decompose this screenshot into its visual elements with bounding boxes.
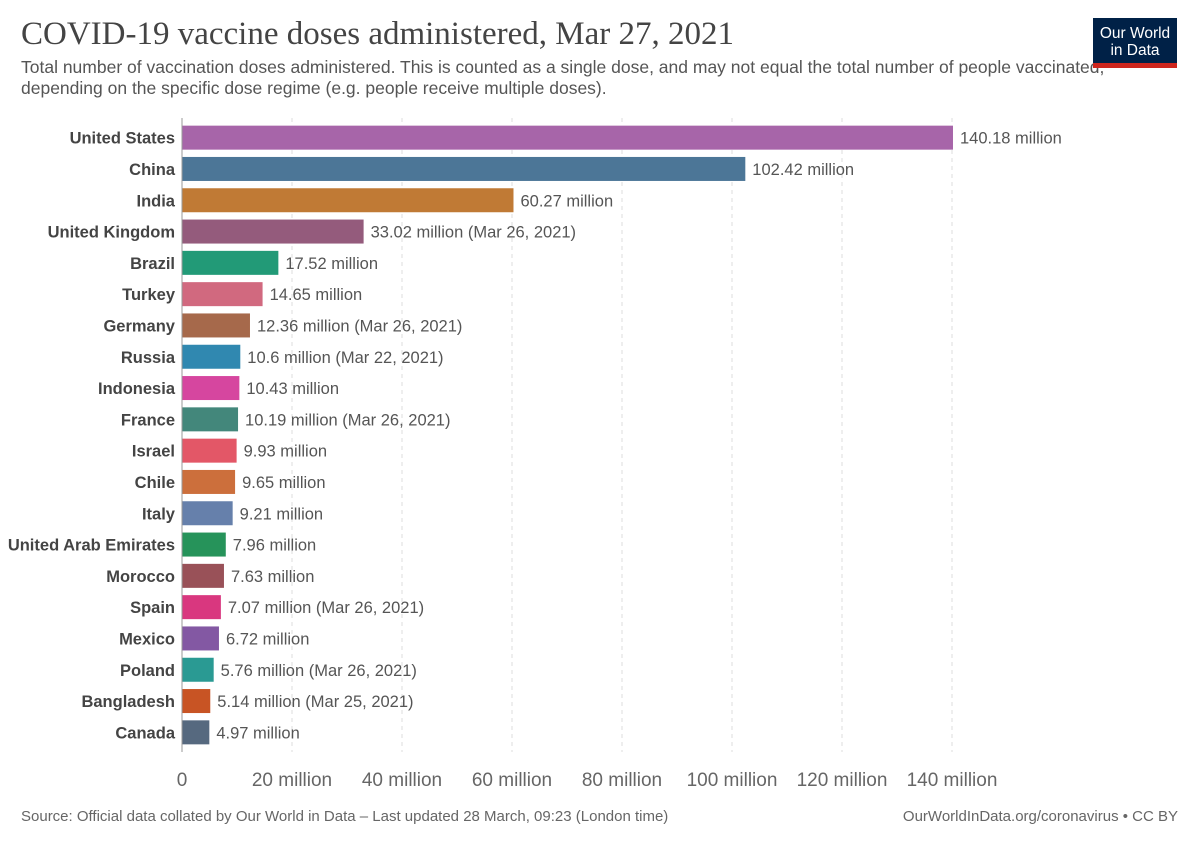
category-label: Turkey (122, 286, 176, 304)
bar[interactable] (182, 469, 236, 494)
category-label: United Arab Emirates (8, 537, 175, 555)
bar[interactable] (182, 626, 219, 651)
category-label: Canada (115, 724, 175, 742)
bar[interactable] (182, 125, 953, 150)
bar[interactable] (182, 250, 279, 275)
logo-line-2: in Data (1110, 42, 1160, 59)
bar[interactable] (182, 188, 514, 213)
value-label: 10.6 million (Mar 22, 2021) (247, 349, 443, 367)
category-label: China (129, 161, 176, 179)
value-label: 9.65 million (242, 474, 325, 492)
bar[interactable] (182, 657, 214, 682)
x-tick-label: 100 million (687, 770, 778, 790)
bar[interactable] (182, 282, 263, 307)
x-tick-label: 60 million (472, 770, 552, 790)
x-tick-label: 0 (177, 770, 188, 790)
bar[interactable] (182, 689, 211, 714)
value-label: 7.63 million (231, 568, 314, 586)
category-label: United Kingdom (48, 224, 175, 242)
bar[interactable] (182, 563, 224, 588)
category-label: Russia (121, 349, 176, 367)
category-label: Germany (103, 317, 175, 335)
category-label: Brazil (130, 255, 175, 273)
x-tick-label: 80 million (582, 770, 662, 790)
category-label: India (136, 192, 175, 210)
bar[interactable] (182, 438, 237, 463)
chart-subtitle: Total number of vaccination doses admini… (21, 57, 1105, 98)
value-label: 5.14 million (Mar 25, 2021) (217, 693, 413, 711)
bar[interactable] (182, 376, 240, 401)
bar-chart: United States 140.18 million China 102.42 m… (8, 118, 1062, 790)
value-label: 12.36 million (Mar 26, 2021) (257, 317, 462, 335)
category-label: United States (70, 130, 175, 148)
value-label: 4.97 million (216, 724, 299, 742)
value-label: 5.76 million (Mar 26, 2021) (221, 662, 417, 680)
bar[interactable] (182, 501, 233, 526)
value-label: 140.18 million (960, 130, 1062, 148)
category-label: Poland (120, 662, 175, 680)
value-label: 33.02 million (Mar 26, 2021) (371, 224, 576, 242)
category-label: Indonesia (98, 380, 176, 398)
category-label: Israel (132, 443, 175, 461)
value-label: 10.19 million (Mar 26, 2021) (245, 411, 450, 429)
credit-link[interactable]: OurWorldInData.org/coronavirus • CC BY (902, 808, 1178, 825)
bar[interactable] (182, 720, 210, 745)
category-label: Chile (135, 474, 175, 492)
x-tick-label: 40 million (362, 770, 442, 790)
value-label: 14.65 million (270, 286, 363, 304)
bar[interactable] (182, 532, 226, 557)
category-label: Mexico (119, 630, 175, 648)
value-label: 60.27 million (520, 192, 613, 210)
bar[interactable] (182, 595, 221, 620)
value-label: 9.93 million (244, 443, 327, 461)
value-label: 9.21 million (240, 505, 323, 523)
value-label: 102.42 million (752, 161, 854, 179)
value-label: 7.96 million (233, 537, 316, 555)
value-label: 10.43 million (246, 380, 339, 398)
value-label: 17.52 million (285, 255, 378, 273)
chart-title: COVID-19 vaccine doses administered, Mar… (21, 16, 734, 52)
owid-logo[interactable]: Our World in Data (1093, 18, 1177, 68)
category-label: Italy (142, 505, 176, 523)
bar[interactable] (182, 313, 250, 338)
category-label: Bangladesh (81, 693, 175, 711)
source-note: Source: Official data collated by Our Wo… (21, 808, 669, 825)
category-label: Morocco (106, 568, 175, 586)
bar[interactable] (182, 219, 364, 244)
bar[interactable] (182, 407, 239, 432)
x-tick-label: 20 million (252, 770, 332, 790)
logo-line-1: Our World (1099, 25, 1171, 42)
bar[interactable] (182, 156, 746, 181)
x-tick-label: 140 million (907, 770, 998, 790)
category-label: France (121, 411, 175, 429)
category-label: Spain (130, 599, 175, 617)
value-label: 6.72 million (226, 630, 309, 648)
value-label: 7.07 million (Mar 26, 2021) (228, 599, 424, 617)
bar[interactable] (182, 344, 241, 369)
x-tick-label: 120 million (797, 770, 888, 790)
